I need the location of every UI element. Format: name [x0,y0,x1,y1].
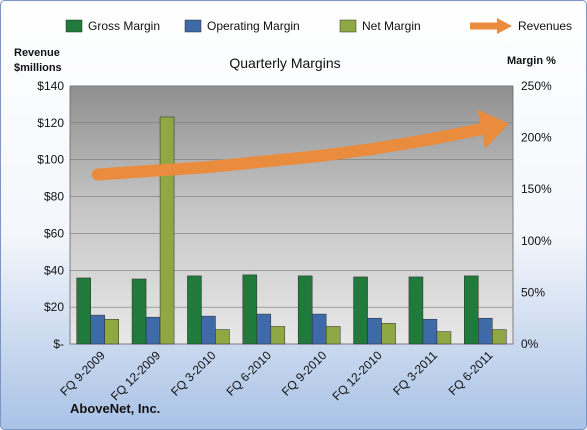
gross-margin-bar [353,276,368,345]
operating-margin-bar [311,313,327,345]
left-axis-title-line: $millions [14,62,62,74]
left-tick-label: $140 [37,79,64,93]
left-axis-title-line: Revenue [14,47,60,59]
gross-margin-bar [464,275,479,345]
gross-margin-bar [242,274,258,345]
right-axis-ticks: 250% 200% 150% 100% 50% 0% [521,79,552,351]
net-margin-bar [215,329,230,345]
legend-label-operating-margin: Operating Margin [207,19,300,33]
company-name: AboveNet, Inc. [70,401,160,416]
left-axis-title: Revenue $millions [14,47,62,74]
legend-swatch-operating-margin [184,19,202,33]
operating-margin-bar [90,314,105,345]
right-tick-label: 100% [521,234,552,248]
left-tick-label: $100 [37,153,64,167]
left-tick-label: $120 [37,116,64,130]
operating-margin-bar [201,315,216,345]
net-margin-bar [104,318,119,345]
legend-swatch-gross-margin [65,19,83,33]
legend-label-revenues: Revenues [518,19,572,33]
chart-title: Quarterly Margins [229,55,340,71]
revenue-arrowhead [477,109,509,149]
left-tick-label: $80 [44,190,64,204]
gross-margin-bar [297,275,313,345]
left-tick-label: $- [53,337,64,351]
right-tick-label: 250% [521,79,552,93]
bars-group [76,116,507,345]
net-margin-bar [325,326,341,345]
gross-margin-bar [76,277,91,345]
operating-margin-bar [145,316,161,345]
operating-margin-bar [422,318,438,345]
legend: Gross Margin Operating Margin Net Margin Re… [65,18,572,34]
right-axis-title: Margin % [507,55,556,67]
gross-margin-bar [408,276,424,345]
operating-margin-bar [256,313,272,345]
net-margin-bar [159,116,175,345]
net-margin-bar [381,323,396,345]
net-margin-bar [492,329,507,345]
legend-arrow-revenues [497,18,512,34]
operating-margin-bar [367,317,382,345]
net-margin-bar [270,326,286,345]
legend-swatch-net-margin [339,19,357,33]
right-tick-label: 200% [521,131,552,145]
left-tick-label: $60 [44,226,64,240]
right-tick-label: 50% [521,285,545,299]
right-tick-label: 150% [521,182,552,196]
net-margin-bar [436,331,452,345]
revenue-line [91,122,492,181]
legend-label-net-margin: Net Margin [362,19,421,33]
gross-margin-bar [187,275,202,345]
gross-margin-bar [131,278,147,345]
left-tick-label: $20 [44,300,64,314]
right-tick-label: 0% [521,337,539,351]
left-tick-label: $40 [44,263,64,277]
revenue-line-group [91,109,509,181]
legend-label-gross-margin: Gross Margin [88,19,160,33]
operating-margin-bar [478,317,493,345]
left-axis-ticks: $140 $120 $100 $80 $60 $40 $20 $- [37,79,64,351]
